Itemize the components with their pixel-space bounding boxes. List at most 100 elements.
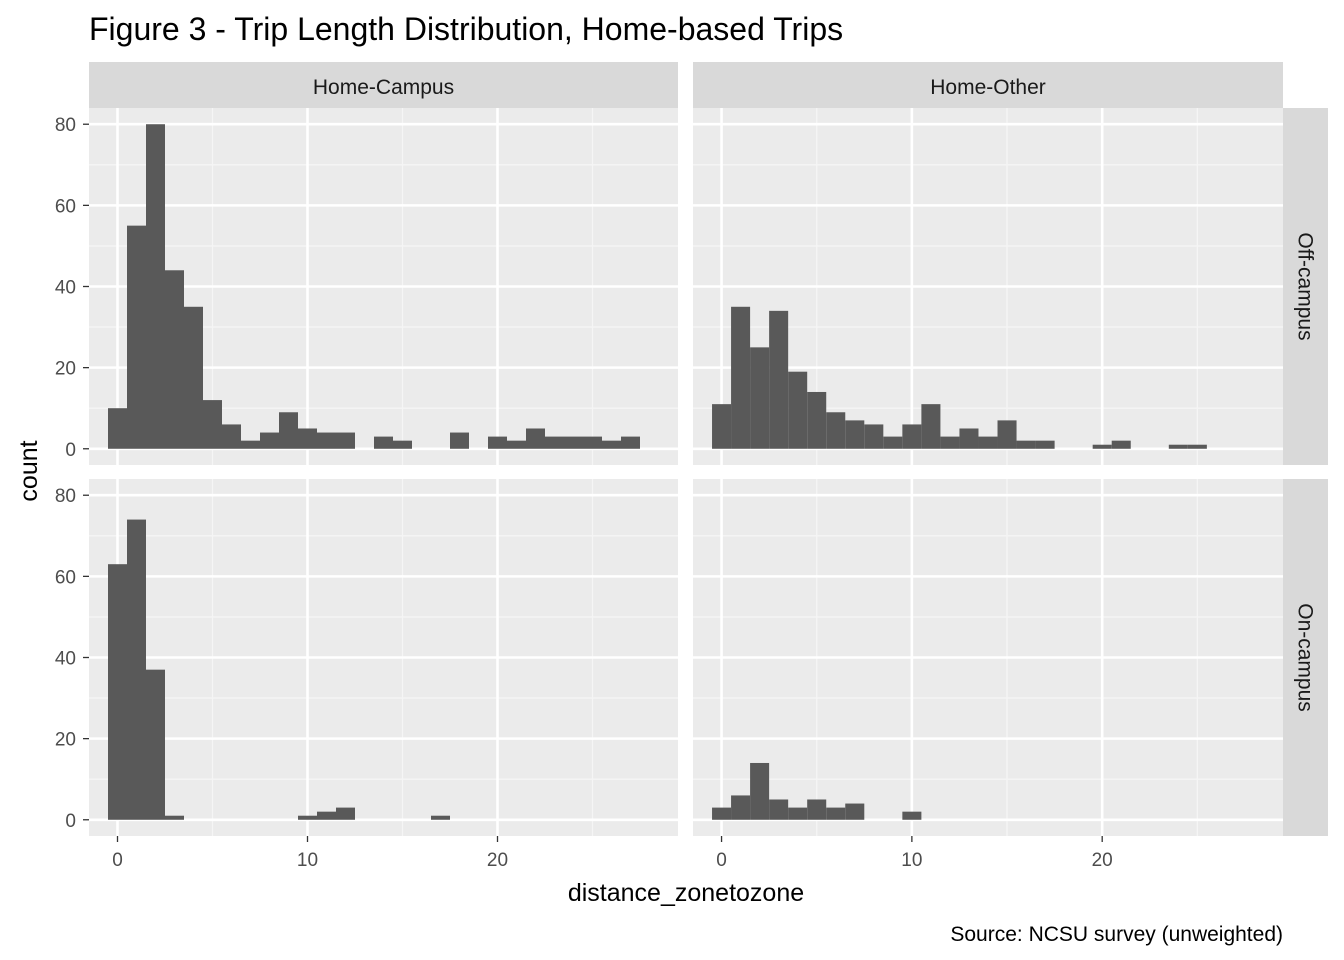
histogram-bar <box>978 436 998 449</box>
histogram-bar <box>845 803 865 820</box>
histogram-bar <box>545 436 564 449</box>
histogram-bar <box>731 795 751 820</box>
histogram-bar <box>712 807 732 820</box>
strip-label-home-campus: Home-Campus <box>313 76 454 99</box>
y-tick-label: 20 <box>55 730 76 751</box>
histogram-bar <box>222 424 241 449</box>
x-tick-label: 0 <box>716 850 727 871</box>
chart-caption: Source: NCSU survey (unweighted) <box>950 923 1283 946</box>
histogram-bar <box>146 669 165 820</box>
strip-on-campus <box>1283 479 1328 836</box>
histogram-bar <box>1016 440 1036 449</box>
y-axis-title: count <box>15 440 43 501</box>
histogram-bar <box>921 404 941 449</box>
histogram-bar <box>317 432 336 449</box>
histogram-bar <box>750 762 770 820</box>
strip-label-on-campus: On-campus <box>1294 603 1317 712</box>
histogram-bar <box>1187 444 1207 449</box>
y-tick-label: 0 <box>65 440 76 461</box>
y-tick-label: 60 <box>55 196 76 217</box>
histogram-bar <box>1111 440 1131 449</box>
y-tick-label: 20 <box>55 359 76 380</box>
strip-label-home-other: Home-Other <box>930 76 1046 99</box>
histogram-bar <box>621 436 640 449</box>
x-axis-title: distance_zonetozone <box>568 879 804 907</box>
y-tick-label: 80 <box>55 115 76 136</box>
histogram-bar <box>997 420 1017 449</box>
histogram-bar <box>317 811 336 820</box>
y-tick-label: 40 <box>55 278 76 299</box>
histogram-bar <box>902 424 922 449</box>
histogram-bar <box>127 225 146 449</box>
y-tick-label: 80 <box>55 486 76 507</box>
panel-home-campus-off-campus <box>89 108 678 465</box>
histogram-bar <box>807 799 827 820</box>
histogram-bar <box>108 408 127 449</box>
panel-home-other-on-campus <box>693 479 1283 836</box>
histogram-bar <box>731 306 751 449</box>
histogram-bar <box>750 347 770 449</box>
y-tick-label: 40 <box>55 649 76 670</box>
histogram-bar <box>883 436 903 449</box>
histogram-bar <box>826 412 846 449</box>
histogram-bar <box>940 436 960 449</box>
histogram-bar <box>788 371 808 449</box>
histogram-bar <box>336 432 355 449</box>
strip-home-other <box>693 62 1283 108</box>
histogram-bar <box>165 270 184 449</box>
histogram-bar <box>507 440 526 449</box>
strip-label-off-campus: Off-campus <box>1294 232 1317 340</box>
x-tick-label: 0 <box>112 850 123 871</box>
y-tick-label: 0 <box>65 811 76 832</box>
histogram-bar <box>712 404 732 449</box>
x-tick-label: 20 <box>1092 850 1113 871</box>
y-axis-ticks: 0 20 40 60 80 0 20 40 60 80 <box>55 115 89 832</box>
histogram-bar <box>1035 440 1055 449</box>
histogram-bar <box>374 436 393 449</box>
histogram-bar <box>203 400 222 449</box>
histogram-bar <box>488 436 507 449</box>
histogram-bar <box>602 440 621 449</box>
histogram-bar <box>564 436 583 449</box>
histogram-bar <box>864 424 884 449</box>
histogram-bar <box>769 310 789 449</box>
histogram-bar <box>769 799 789 820</box>
histogram-bar <box>146 124 165 449</box>
histogram-bar <box>260 432 279 449</box>
histogram-bar <box>393 440 412 449</box>
histogram-bar <box>450 432 469 449</box>
histogram-bar <box>241 440 260 449</box>
x-tick-label: 20 <box>487 850 508 871</box>
histogram-bar <box>526 428 545 449</box>
histogram-bar <box>184 306 203 449</box>
panel-home-campus-on-campus <box>89 479 678 836</box>
y-tick-label: 60 <box>55 567 76 588</box>
histogram-bar <box>902 811 922 820</box>
strip-off-campus <box>1283 108 1328 465</box>
histogram-bar <box>165 815 184 820</box>
histogram-bar <box>807 391 827 449</box>
histogram-bar <box>826 807 846 820</box>
x-axis-ticks: 0 10 20 0 10 20 <box>112 836 1113 871</box>
histogram-bar <box>788 807 808 820</box>
histogram-bar <box>845 420 865 449</box>
histogram-bar <box>959 428 979 449</box>
histogram-bar <box>279 412 298 449</box>
strip-home-campus <box>89 62 678 108</box>
histogram-bar <box>298 815 317 820</box>
histogram-bar <box>108 564 127 820</box>
histogram-bar <box>127 519 146 820</box>
facet-panels <box>89 108 1283 836</box>
histogram-bar <box>1092 444 1112 449</box>
histogram-bar <box>1168 444 1188 449</box>
facet-strips: Home-Campus Home-Other Off-campus On-campus <box>89 62 1328 836</box>
x-tick-label: 10 <box>901 850 922 871</box>
histogram-bar <box>336 807 355 820</box>
histogram-bar <box>583 436 602 449</box>
chart-title: Figure 3 - Trip Length Distribution, Hom… <box>89 11 843 47</box>
x-tick-label: 10 <box>297 850 318 871</box>
histogram-bar <box>298 428 317 449</box>
panel-home-other-off-campus <box>693 108 1283 465</box>
histogram-bar <box>431 815 450 820</box>
